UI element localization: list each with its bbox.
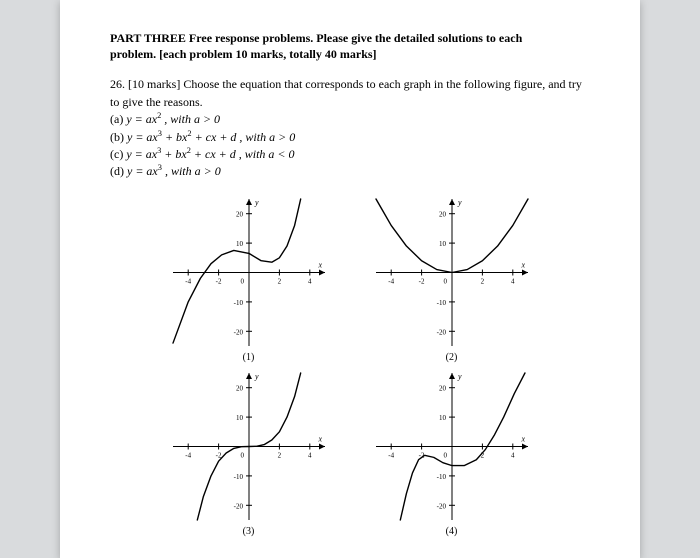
plot-2-caption: (2) bbox=[446, 352, 458, 363]
option-d-cond: , with a > 0 bbox=[162, 164, 221, 178]
svg-text:y: y bbox=[457, 198, 462, 207]
option-a-prefix: (a) bbox=[110, 112, 126, 126]
svg-text:10: 10 bbox=[236, 240, 244, 248]
problem-26: 26. [10 marks] Choose the equation that … bbox=[110, 76, 590, 180]
option-b-eq2: + bx bbox=[162, 130, 187, 144]
svg-text:-4: -4 bbox=[185, 277, 191, 285]
svg-text:-4: -4 bbox=[388, 451, 394, 459]
svg-text:20: 20 bbox=[236, 210, 244, 218]
document-page: PART THREE Free response problems. Pleas… bbox=[60, 0, 640, 558]
svg-text:20: 20 bbox=[439, 384, 447, 392]
svg-text:-20: -20 bbox=[233, 502, 243, 510]
figure-grid: -4-224-20-1010200xy (1) -4-224-20-101020… bbox=[160, 195, 540, 537]
svg-text:2: 2 bbox=[277, 277, 281, 285]
svg-text:-2: -2 bbox=[215, 277, 221, 285]
option-b-prefix: (b) bbox=[110, 130, 127, 144]
plot-4-caption: (4) bbox=[446, 526, 458, 537]
svg-text:0: 0 bbox=[240, 277, 244, 285]
plot-3: -4-224-20-1010200xy bbox=[169, 369, 329, 524]
svg-text:4: 4 bbox=[308, 277, 312, 285]
plot-1: -4 -2 2 4 -20 -10 10 20 0 x y bbox=[169, 195, 329, 350]
svg-text:4: 4 bbox=[511, 277, 515, 285]
svg-text:x: x bbox=[317, 434, 322, 443]
svg-text:y: y bbox=[457, 372, 462, 381]
svg-text:0: 0 bbox=[240, 451, 244, 459]
svg-text:-4: -4 bbox=[388, 277, 394, 285]
plot-1-cell: -4 -2 2 4 -20 -10 10 20 0 x y (1) bbox=[160, 195, 337, 363]
option-a-cond: , with a > 0 bbox=[161, 112, 220, 126]
svg-text:10: 10 bbox=[236, 414, 244, 422]
plot-3-caption: (3) bbox=[243, 526, 255, 537]
svg-text:-4: -4 bbox=[185, 451, 191, 459]
svg-text:2: 2 bbox=[480, 277, 484, 285]
svg-text:-10: -10 bbox=[233, 299, 243, 307]
option-c-eq3: + cx + d bbox=[191, 147, 236, 161]
option-d-prefix: (d) bbox=[110, 164, 127, 178]
option-c-prefix: (c) bbox=[110, 147, 126, 161]
svg-text:x: x bbox=[520, 260, 525, 269]
svg-text:-10: -10 bbox=[436, 473, 446, 481]
plot-4-cell: -4-224-20-1010200xy (4) bbox=[363, 369, 540, 537]
section-title-line1: PART THREE Free response problems. Pleas… bbox=[110, 31, 522, 45]
svg-text:-10: -10 bbox=[233, 473, 243, 481]
section-heading: PART THREE Free response problems. Pleas… bbox=[110, 30, 590, 62]
plot-1-caption: (1) bbox=[243, 352, 255, 363]
svg-text:4: 4 bbox=[308, 451, 312, 459]
svg-text:-20: -20 bbox=[436, 502, 446, 510]
option-c-cond: , with a < 0 bbox=[236, 147, 295, 161]
section-title-line2: problem. [each problem 10 marks, totally… bbox=[110, 47, 377, 61]
svg-text:10: 10 bbox=[439, 414, 447, 422]
svg-text:y: y bbox=[254, 198, 259, 207]
plot-4: -4-224-20-1010200xy bbox=[372, 369, 532, 524]
svg-text:x: x bbox=[520, 434, 525, 443]
option-a-eq: y = ax bbox=[126, 112, 157, 126]
plot-2: -4 -2 2 4 -20 -10 10 20 0 x y bbox=[372, 195, 532, 350]
svg-text:2: 2 bbox=[277, 451, 281, 459]
option-a: (a) y = ax2 , with a > 0 bbox=[110, 111, 590, 128]
svg-text:4: 4 bbox=[511, 451, 515, 459]
svg-text:x: x bbox=[317, 260, 322, 269]
svg-text:0: 0 bbox=[443, 277, 447, 285]
option-b-eq1: y = ax bbox=[127, 130, 158, 144]
problem-intro: 26. [10 marks] Choose the equation that … bbox=[110, 76, 590, 111]
svg-text:20: 20 bbox=[439, 210, 447, 218]
option-c-eq1: y = ax bbox=[126, 147, 157, 161]
option-b-eq3: + cx + d bbox=[192, 130, 237, 144]
plot-3-cell: -4-224-20-1010200xy (3) bbox=[160, 369, 337, 537]
option-b-cond: , with a > 0 bbox=[236, 130, 295, 144]
plot-2-cell: -4 -2 2 4 -20 -10 10 20 0 x y (2) bbox=[363, 195, 540, 363]
svg-text:y: y bbox=[254, 372, 259, 381]
svg-text:10: 10 bbox=[439, 240, 447, 248]
option-b: (b) y = ax3 + bx2 + cx + d , with a > 0 bbox=[110, 129, 590, 146]
option-c: (c) y = ax3 + bx2 + cx + d , with a < 0 bbox=[110, 146, 590, 163]
svg-text:-20: -20 bbox=[233, 328, 243, 336]
svg-text:-10: -10 bbox=[436, 299, 446, 307]
svg-text:0: 0 bbox=[443, 451, 447, 459]
svg-text:-2: -2 bbox=[418, 277, 424, 285]
option-d-eq: y = ax bbox=[127, 164, 158, 178]
svg-text:-20: -20 bbox=[436, 328, 446, 336]
option-c-eq2: + bx bbox=[161, 147, 186, 161]
option-d: (d) y = ax3 , with a > 0 bbox=[110, 163, 590, 180]
svg-text:20: 20 bbox=[236, 384, 244, 392]
